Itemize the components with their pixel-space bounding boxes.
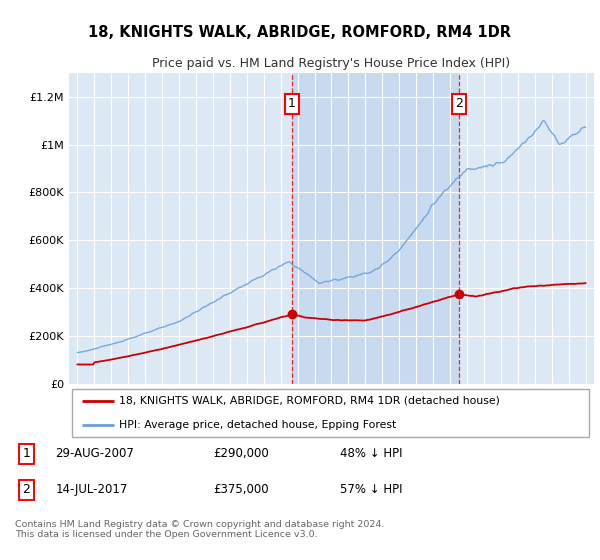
Text: 1: 1: [288, 97, 296, 110]
Bar: [292, 73, 459, 384]
Text: 18, KNIGHTS WALK, ABRIDGE, ROMFORD, RM4 1DR: 18, KNIGHTS WALK, ABRIDGE, ROMFORD, RM4 …: [89, 25, 511, 40]
Text: 57% ↓ HPI: 57% ↓ HPI: [340, 483, 403, 496]
Text: £290,000: £290,000: [214, 447, 269, 460]
Text: 18, KNIGHTS WALK, ABRIDGE, ROMFORD, RM4 1DR (detached house): 18, KNIGHTS WALK, ABRIDGE, ROMFORD, RM4 …: [119, 396, 500, 406]
Text: 2: 2: [22, 483, 31, 496]
Text: 29-AUG-2007: 29-AUG-2007: [55, 447, 134, 460]
Text: 14-JUL-2017: 14-JUL-2017: [55, 483, 128, 496]
Text: £375,000: £375,000: [214, 483, 269, 496]
Text: HPI: Average price, detached house, Epping Forest: HPI: Average price, detached house, Eppi…: [119, 420, 396, 430]
FancyBboxPatch shape: [71, 389, 589, 437]
Text: 48% ↓ HPI: 48% ↓ HPI: [340, 447, 403, 460]
Text: 1: 1: [22, 447, 31, 460]
Text: Contains HM Land Registry data © Crown copyright and database right 2024.
This d: Contains HM Land Registry data © Crown c…: [15, 520, 385, 539]
Title: Price paid vs. HM Land Registry's House Price Index (HPI): Price paid vs. HM Land Registry's House …: [152, 57, 511, 70]
Text: 2: 2: [455, 97, 463, 110]
